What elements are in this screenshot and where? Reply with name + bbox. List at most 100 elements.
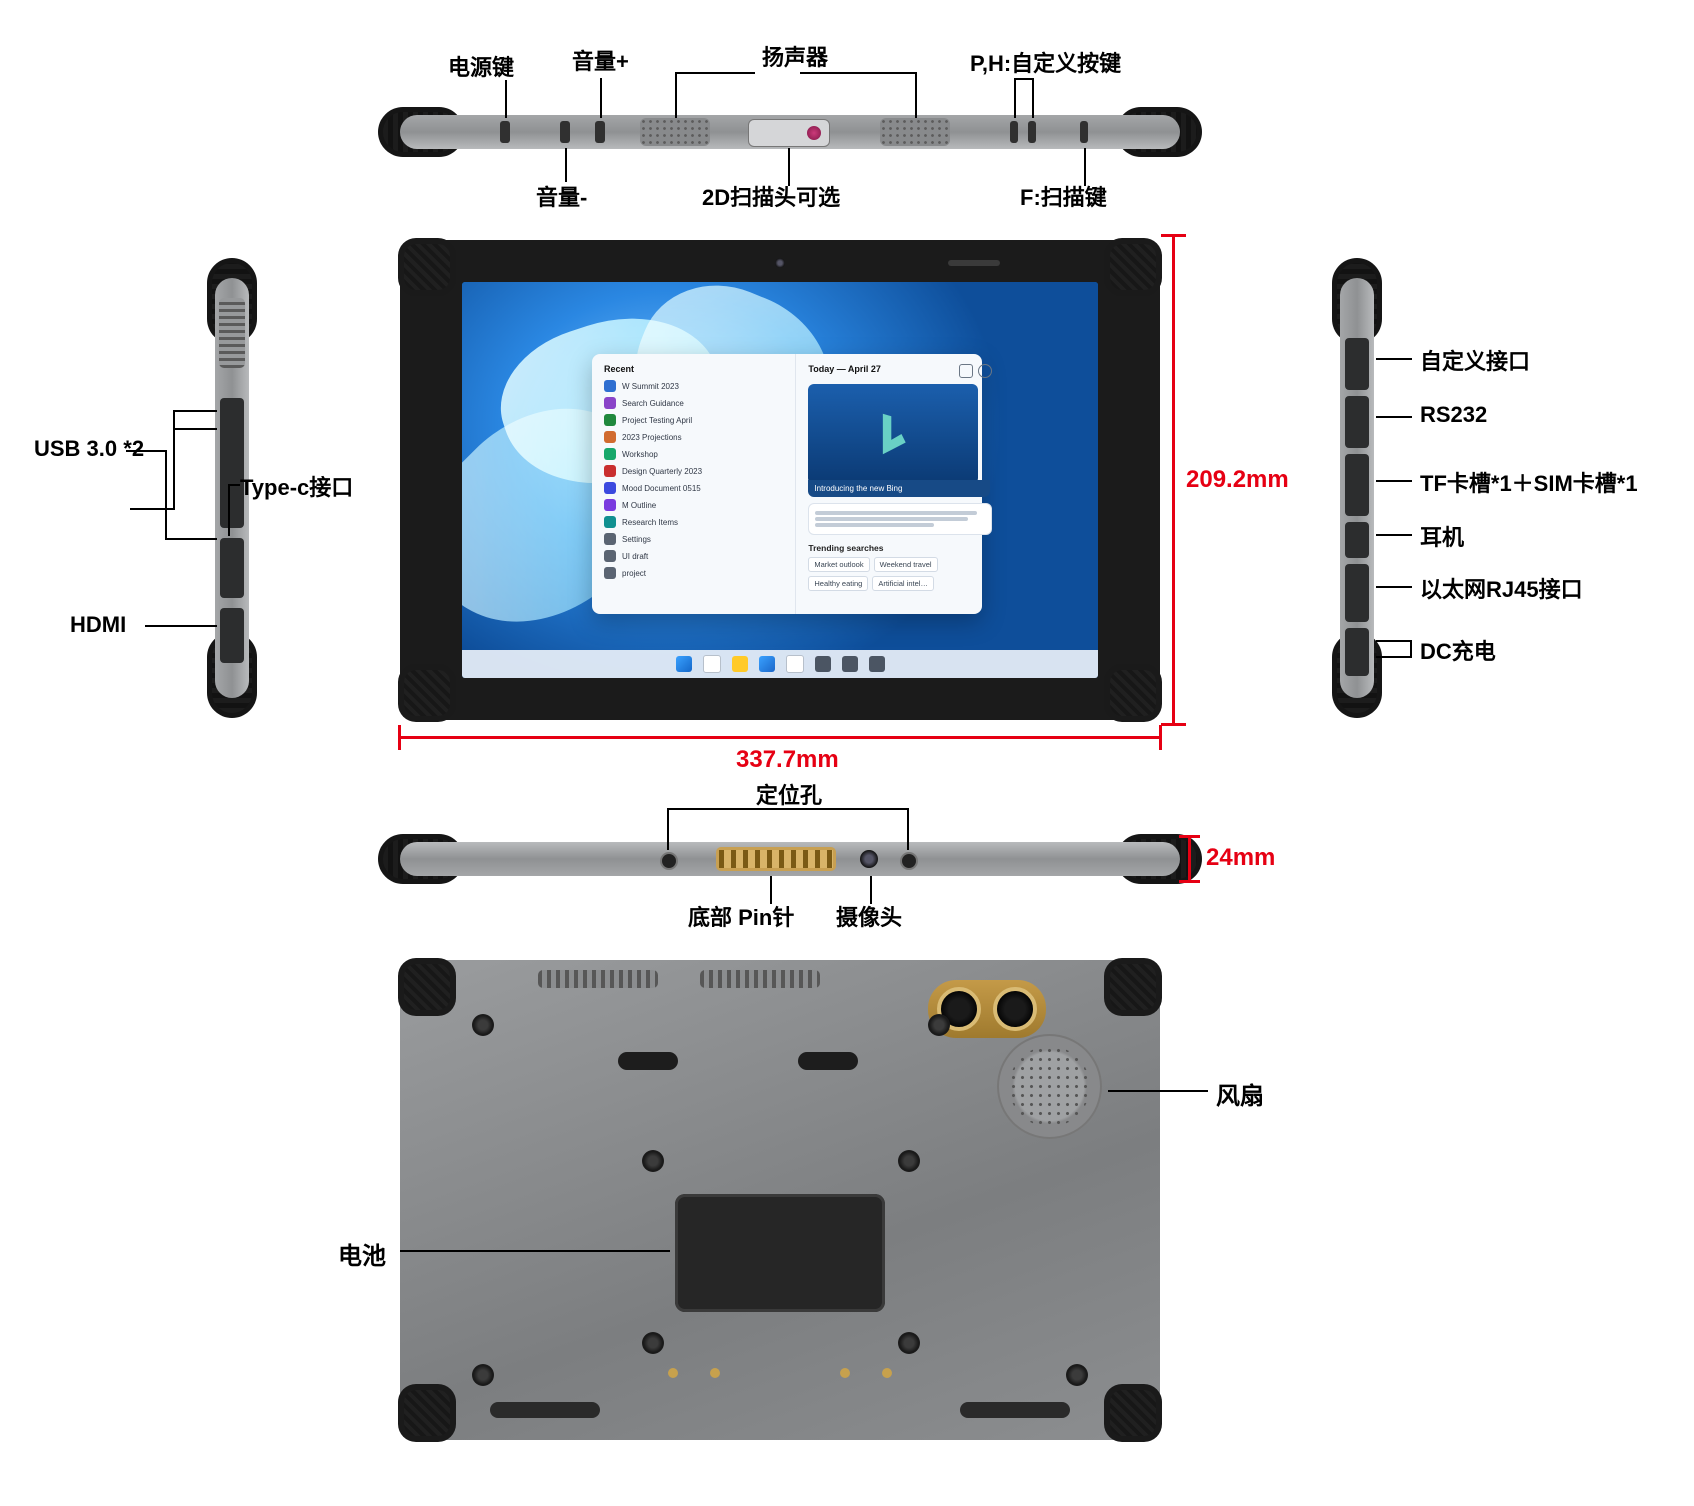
lead: [1376, 534, 1412, 536]
speaker-left: [640, 118, 710, 146]
mount-slot: [618, 1052, 678, 1070]
label-vol-down: 音量-: [536, 180, 587, 212]
earpiece-icon: [948, 260, 1000, 266]
corner-bumper: [1104, 958, 1162, 1016]
screw-icon: [472, 1014, 494, 1036]
lead: [667, 808, 669, 850]
foot: [490, 1402, 600, 1418]
start-icon: [676, 656, 692, 672]
start-recent-item: W Summit 2023: [604, 380, 783, 392]
trending-chip: Healthy eating: [808, 576, 868, 591]
app-icon: [842, 656, 858, 672]
bottom-cam-icon: [860, 850, 878, 868]
front-camera-icon: [775, 258, 785, 268]
rj45-cover: [1345, 564, 1369, 622]
lead: [1032, 78, 1034, 118]
dim-height-value: 209.2mm: [1186, 466, 1289, 494]
label-usb3: USB 3.0 *2: [34, 436, 144, 462]
dim-width: [398, 736, 1162, 739]
dim-height: [1172, 234, 1175, 726]
trending-chip: Weekend travel: [874, 557, 938, 572]
label-power: 电源键: [448, 50, 514, 82]
vol-down-shape: [560, 121, 570, 143]
corner-bumper: [1104, 238, 1162, 296]
lead: [165, 450, 167, 538]
power-button-shape: [500, 121, 510, 143]
f-button-shape: [1080, 121, 1088, 143]
lead: [675, 72, 755, 74]
start-recent-title: Recent: [604, 364, 783, 374]
start-recent-item: Project Testing April: [604, 414, 783, 426]
lead: [915, 72, 917, 118]
label-scanner: 2D扫描头可选: [702, 180, 840, 212]
start-recent-item: 2023 Projections: [604, 431, 783, 443]
lead: [1014, 78, 1016, 118]
corner-bumper: [398, 1384, 456, 1442]
start-today-title: Today — April 27: [808, 364, 881, 378]
lead: [675, 72, 677, 118]
start-recent-item: project: [604, 567, 783, 579]
bing-card: [808, 384, 978, 484]
dim-thickness: [1188, 835, 1191, 883]
lead: [173, 428, 217, 430]
lead: [1376, 656, 1412, 658]
start-recent-item: M Outline: [604, 499, 783, 511]
start-recent-item: Design Quarterly 2023: [604, 465, 783, 477]
contact-dot: [882, 1368, 892, 1378]
corner-bumper: [398, 958, 456, 1016]
vent-icon: [219, 298, 245, 368]
start-recent-item: Research Items: [604, 516, 783, 528]
locator-hole: [900, 852, 918, 870]
audio-cover: [1345, 522, 1369, 558]
lead: [565, 148, 567, 182]
bing-caption: Introducing the new Bing: [808, 480, 990, 497]
lead: [907, 808, 909, 850]
contact-dot: [710, 1368, 720, 1378]
foot: [960, 1402, 1070, 1418]
trending-chip: Artificial intel…: [872, 576, 934, 591]
screw-icon: [928, 1014, 950, 1036]
mount-slot: [798, 1052, 858, 1070]
start-recent-item: Workshop: [604, 448, 783, 460]
pogo-pins: [716, 847, 836, 871]
label-bottom-cam: 摄像头: [836, 900, 902, 932]
lead: [1376, 358, 1412, 360]
label-hdmi: HDMI: [70, 612, 126, 638]
corner-bumper: [1104, 664, 1162, 722]
label-rj45: 以太网RJ45接口: [1420, 572, 1583, 604]
screw-icon: [898, 1332, 920, 1354]
start-recent-column: Recent W Summit 2023Search GuidanceProje…: [592, 354, 796, 614]
lead: [505, 80, 507, 118]
battery-panel: [675, 1194, 885, 1312]
vol-up-shape: [595, 121, 605, 143]
screw-icon: [898, 1150, 920, 1172]
trending-chip: Market outlook: [808, 557, 869, 572]
front-view: Recent W Summit 2023Search GuidanceProje…: [400, 240, 1160, 720]
app-icon: [815, 656, 831, 672]
lead: [145, 625, 217, 627]
explorer-icon: [732, 656, 748, 672]
lead: [130, 508, 175, 510]
dim-thickness-value: 24mm: [1206, 844, 1275, 872]
label-tfsim: TF卡槽*1＋SIM卡槽*1: [1420, 466, 1638, 498]
lead: [800, 72, 915, 74]
lead: [1376, 416, 1412, 418]
dim-width-value: 337.7mm: [736, 746, 839, 774]
label-dc: DC充电: [1420, 634, 1496, 666]
label-battery: 电池: [338, 1236, 386, 1271]
usb-cover: [220, 398, 244, 528]
label-typec: Type-c接口: [240, 470, 353, 502]
speaker-right: [880, 118, 950, 146]
label-pins: 底部 Pin针: [688, 900, 794, 932]
corner-bumper: [398, 664, 456, 722]
screw-icon: [642, 1150, 664, 1172]
h-button-shape: [1028, 121, 1036, 143]
dc-cover: [1345, 628, 1369, 676]
corner-bumper: [398, 238, 456, 296]
diagram-stage: 电源键 音量+ 扬声器 P,H:自定义按键 音量- 2D扫描头可选 F:扫描键 …: [0, 0, 1694, 1506]
corner-bumper: [1104, 1384, 1162, 1442]
start-menu: Recent W Summit 2023Search GuidanceProje…: [592, 354, 982, 614]
screen: Recent W Summit 2023Search GuidanceProje…: [462, 282, 1098, 678]
rs232-cover: [1345, 396, 1369, 448]
lead: [1376, 586, 1412, 588]
